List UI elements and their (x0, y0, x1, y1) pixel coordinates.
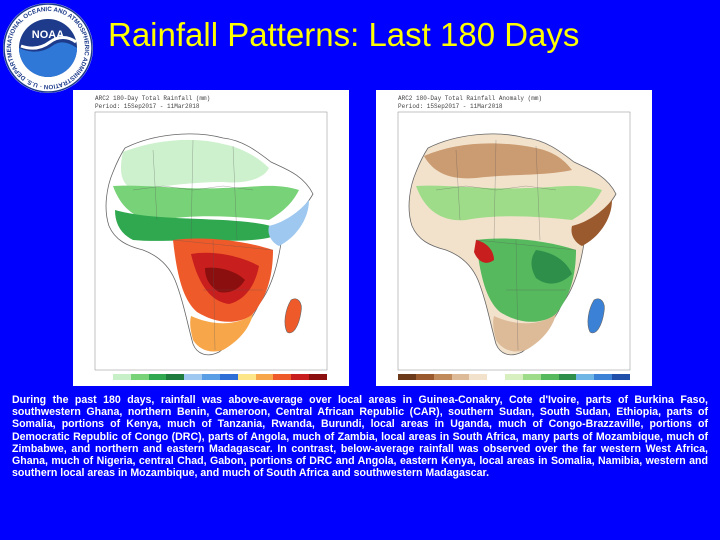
total-map-period: Period: 15Sep2017 - 11Mar2018 (95, 103, 200, 110)
noaa-logo: NATIONAL OCEANIC AND ATMOSPHERIC ADMINIS… (0, 0, 94, 94)
rainfall-anomaly-map: ARC2 180-Day Total Rainfall Anomaly (mm)… (376, 90, 652, 386)
total-rainfall-legend (95, 374, 327, 380)
anomaly-legend (398, 374, 630, 380)
total-map-title: ARC2 180-Day Total Rainfall (mm) (95, 95, 211, 102)
slide-title: Rainfall Patterns: Last 180 Days (108, 16, 580, 53)
anomaly-map-period: Period: 15Sep2017 - 11Mar2018 (398, 103, 503, 110)
rainfall-summary: During the past 180 days, rainfall was a… (12, 394, 708, 480)
logo-text: NOAA (32, 29, 64, 41)
anomaly-map-title: ARC2 180-Day Total Rainfall Anomaly (mm) (398, 95, 543, 102)
total-rainfall-map: ARC2 180-Day Total Rainfall (mm) Period:… (73, 90, 349, 386)
